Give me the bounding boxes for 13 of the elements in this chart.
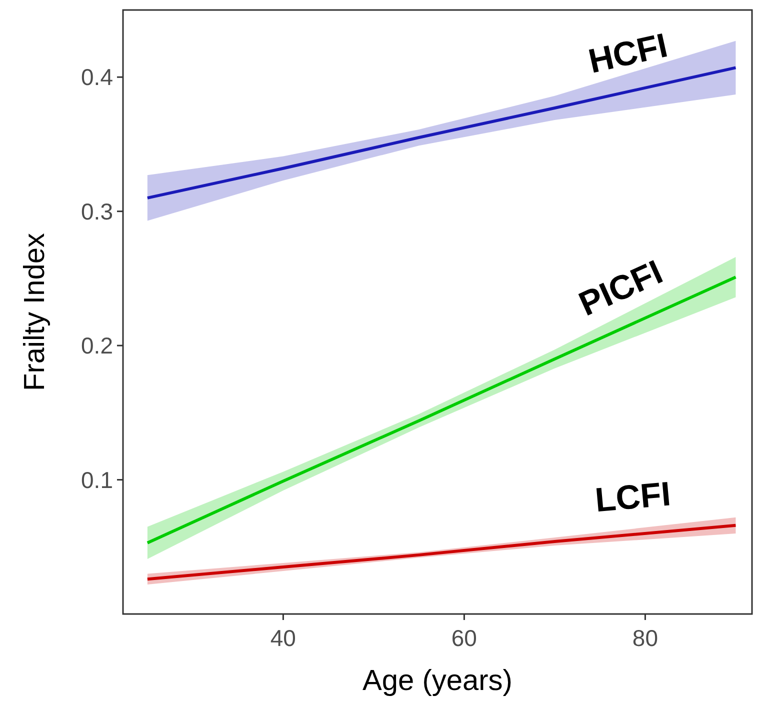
text: HCFI xyxy=(585,26,671,81)
y-axis-title: Frailty Index xyxy=(19,232,51,391)
x-tick-label: 40 xyxy=(270,625,296,651)
y-tick-label: 0.4 xyxy=(81,64,114,90)
y-tick-label: 0.3 xyxy=(81,198,113,224)
text: LCFI xyxy=(594,475,672,520)
x-tick-label: 80 xyxy=(632,625,658,651)
line-series xyxy=(146,524,738,581)
y-tick-label: 0.2 xyxy=(81,332,113,359)
x-axis-title: Age (years) xyxy=(362,665,512,697)
x-tick-label: 60 xyxy=(451,625,477,651)
y-tick-label: 0.1 xyxy=(81,466,113,493)
text: PICFI xyxy=(573,253,668,324)
